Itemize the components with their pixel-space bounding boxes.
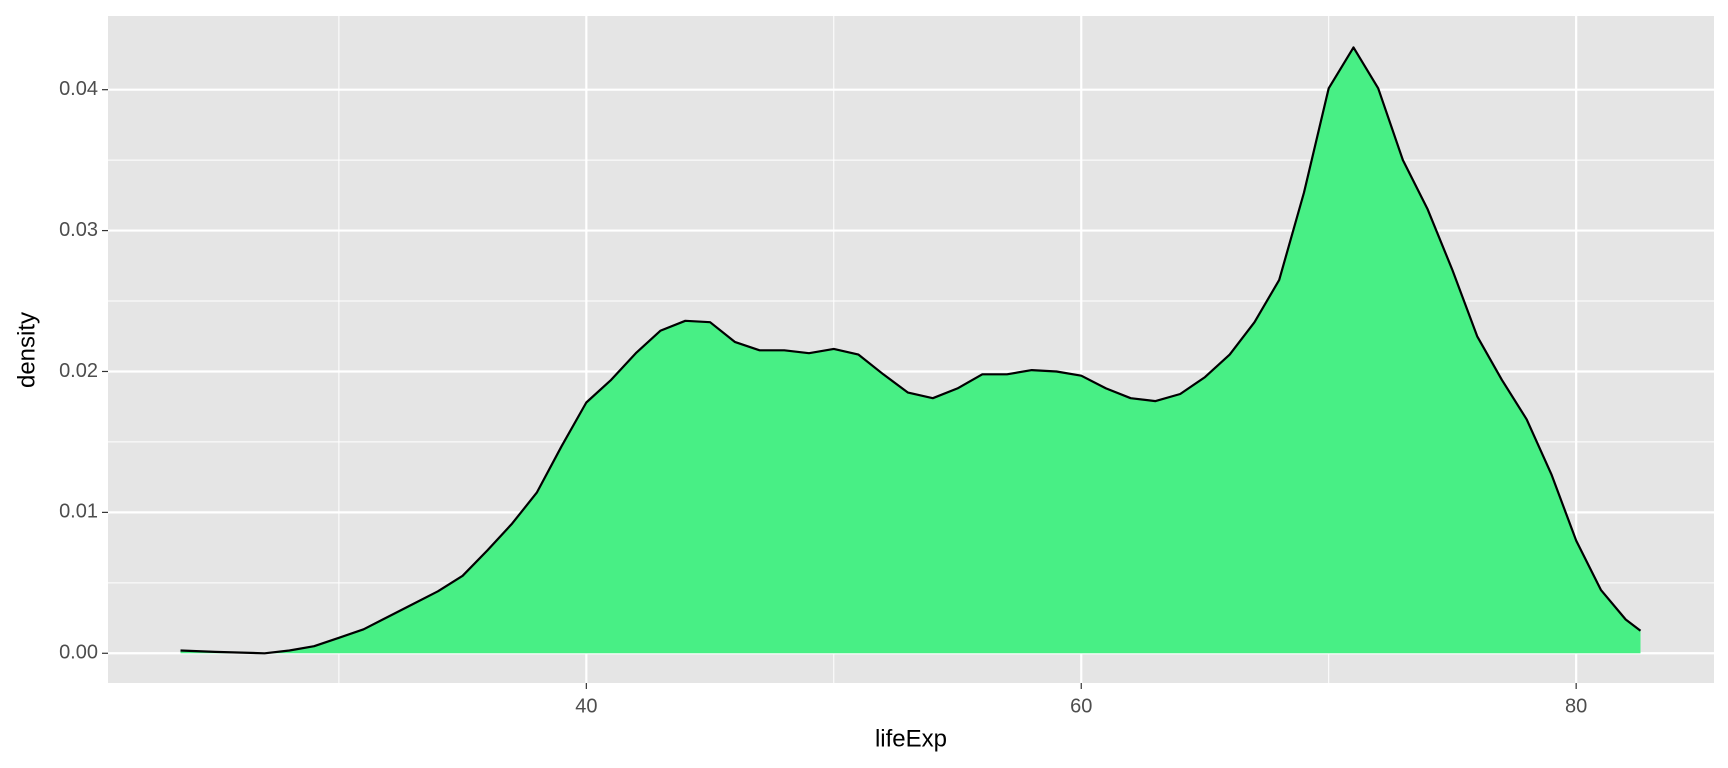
x-tick-label: 60 — [1070, 695, 1092, 717]
y-tick-label: 0.03 — [59, 219, 98, 241]
density-area — [180, 47, 1641, 654]
y-tick-label: 0.00 — [59, 642, 98, 664]
x-tick-label: 40 — [575, 695, 597, 717]
y-axis-title: density — [13, 312, 40, 388]
x-tick-label: 80 — [1565, 695, 1587, 717]
density-line — [180, 46, 1642, 655]
y-tick-label: 0.04 — [59, 78, 98, 100]
y-tick-label: 0.02 — [59, 360, 98, 382]
y-tick-label: 0.01 — [59, 501, 98, 523]
x-axis-title: lifeExp — [875, 725, 947, 752]
